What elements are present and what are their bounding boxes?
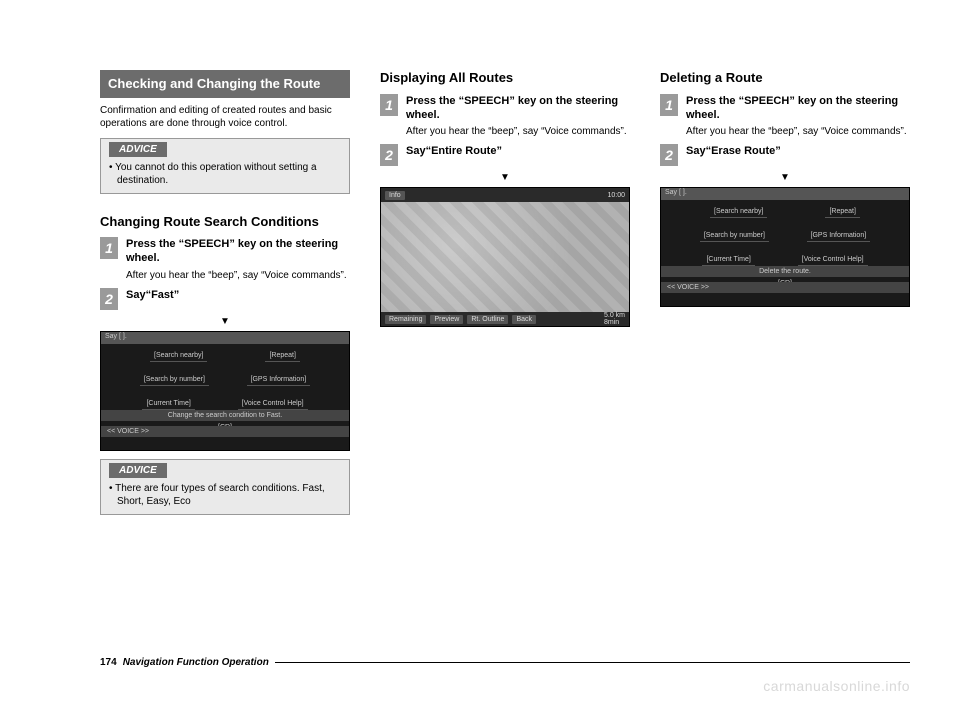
step-2: 2 Say“Fast”	[100, 288, 350, 310]
ss-topbar: Say [ ].	[661, 188, 909, 200]
step-main: Say“Entire Route”	[406, 144, 630, 158]
step-sub: After you hear the “beep”, say “Voice co…	[406, 125, 630, 138]
page-number: 174	[100, 657, 117, 668]
map-bottombar: Remaining Preview Rt. Outline Back 5.0 k…	[381, 312, 629, 326]
ss-option: [Search nearby]	[150, 350, 207, 362]
map-btn: Rt. Outline	[467, 315, 508, 324]
advice-label: ADVICE	[109, 142, 167, 157]
section-title: Checking and Changing the Route	[100, 70, 350, 98]
ss-option: [Search by number]	[140, 374, 209, 386]
advice-box-1: ADVICE • You cannot do this operation wi…	[100, 138, 350, 194]
page: Checking and Changing the Route Confirma…	[0, 0, 960, 708]
map-texture	[381, 188, 629, 326]
map-btn: Preview	[430, 315, 463, 324]
step-main: Press the “SPEECH” key on the steering w…	[406, 94, 630, 123]
step-body: Press the “SPEECH” key on the steering w…	[406, 94, 630, 139]
step-2: 2 Say“Entire Route”	[380, 144, 630, 166]
step-body: Say“Entire Route”	[406, 144, 630, 161]
ss-row: [Search nearby] [Repeat]	[101, 344, 349, 368]
step-body: Press the “SPEECH” key on the steering w…	[126, 237, 350, 282]
ss-option: [Search nearby]	[710, 206, 767, 218]
intro-text: Confirmation and editing of created rout…	[100, 104, 350, 130]
step-number: 1	[380, 94, 398, 116]
ss-option: [GPS Information]	[807, 230, 871, 242]
step-number: 1	[100, 237, 118, 259]
ss-message: Delete the route.	[661, 266, 909, 277]
step-number: 2	[100, 288, 118, 310]
step-2: 2 Say“Erase Route”	[660, 144, 910, 166]
step-sub: After you hear the “beep”, say “Voice co…	[126, 269, 350, 282]
voice-menu-screenshot: Say [ ]. [Search nearby] [Repeat] [Searc…	[660, 187, 910, 307]
subsection-title: Changing Route Search Conditions	[100, 214, 350, 230]
ss-voice-label: << VOICE >>	[661, 282, 909, 293]
ss-option: [Current Time]	[142, 398, 194, 410]
advice-label: ADVICE	[109, 463, 167, 478]
footer-section: Navigation Function Operation	[123, 657, 269, 668]
ss-row: [Search by number] [GPS Information]	[101, 368, 349, 392]
column-3: Deleting a Route 1 Press the “SPEECH” ke…	[660, 70, 910, 523]
ss-option: [Current Time]	[702, 254, 754, 266]
section-title: Displaying All Routes	[380, 70, 630, 86]
column-1: Checking and Changing the Route Confirma…	[100, 70, 350, 523]
ss-message: Change the search condition to Fast.	[101, 410, 349, 421]
step-number: 1	[660, 94, 678, 116]
ss-option: [Voice Control Help]	[798, 254, 868, 266]
step-main: Press the “SPEECH” key on the steering w…	[686, 94, 910, 123]
arrow-down-icon: ▼	[380, 172, 630, 183]
arrow-down-icon: ▼	[100, 316, 350, 327]
advice-text: • You cannot do this operation without s…	[101, 157, 349, 193]
ss-row: [Search by number] [GPS Information]	[661, 224, 909, 248]
map-time-val: 8min	[604, 319, 619, 326]
map-screenshot: Info 10:00 Remaining Preview Rt. Outline…	[380, 187, 630, 327]
map-topbar: Info 10:00	[381, 188, 629, 202]
ss-option: [Voice Control Help]	[238, 398, 308, 410]
step-body: Say“Erase Route”	[686, 144, 910, 161]
page-footer: 174 Navigation Function Operation	[100, 657, 910, 668]
step-1: 1 Press the “SPEECH” key on the steering…	[380, 94, 630, 139]
step-main: Press the “SPEECH” key on the steering w…	[126, 237, 350, 266]
footer-rule	[275, 662, 910, 663]
advice-box-2: ADVICE • There are four types of search …	[100, 459, 350, 515]
step-1: 1 Press the “SPEECH” key on the steering…	[660, 94, 910, 139]
map-btn: Remaining	[385, 315, 426, 324]
ss-topbar: Say [ ].	[101, 332, 349, 344]
arrow-down-icon: ▼	[660, 172, 910, 183]
step-body: Press the “SPEECH” key on the steering w…	[686, 94, 910, 139]
step-body: Say“Fast”	[126, 288, 350, 305]
map-distance: 5.0 km 8min	[604, 312, 625, 326]
map-btn: Back	[512, 315, 536, 324]
map-dist-val: 5.0 km	[604, 312, 625, 319]
column-2: Displaying All Routes 1 Press the “SPEEC…	[380, 70, 630, 523]
step-number: 2	[660, 144, 678, 166]
map-clock: 10:00	[607, 192, 625, 199]
ss-option: [Repeat]	[265, 350, 299, 362]
step-main: Say“Erase Route”	[686, 144, 910, 158]
ss-voice-label: << VOICE >>	[101, 426, 349, 437]
ss-row: [Search nearby] [Repeat]	[661, 200, 909, 224]
watermark: carmanualsonline.info	[763, 678, 910, 694]
section-title: Deleting a Route	[660, 70, 910, 86]
ss-option: [Search by number]	[700, 230, 769, 242]
step-main: Say“Fast”	[126, 288, 350, 302]
columns: Checking and Changing the Route Confirma…	[100, 70, 910, 523]
map-info-chip: Info	[385, 191, 405, 200]
voice-menu-screenshot: Say [ ]. [Search nearby] [Repeat] [Searc…	[100, 331, 350, 451]
advice-text: • There are four types of search conditi…	[101, 478, 349, 514]
step-sub: After you hear the “beep”, say “Voice co…	[686, 125, 910, 138]
ss-option: [GPS Information]	[247, 374, 311, 386]
step-1: 1 Press the “SPEECH” key on the steering…	[100, 237, 350, 282]
step-number: 2	[380, 144, 398, 166]
ss-option: [Repeat]	[825, 206, 859, 218]
